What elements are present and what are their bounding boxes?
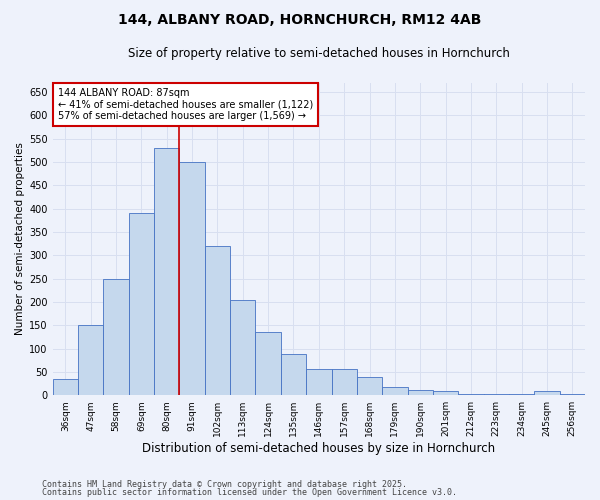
Bar bbox=[78, 325, 103, 395]
Bar bbox=[509, 394, 535, 395]
Bar bbox=[230, 300, 256, 395]
Bar bbox=[205, 246, 230, 395]
Text: Contains public sector information licensed under the Open Government Licence v3: Contains public sector information licen… bbox=[42, 488, 457, 497]
Bar bbox=[433, 392, 458, 395]
Bar bbox=[332, 368, 357, 395]
Bar bbox=[407, 390, 433, 395]
Bar bbox=[306, 368, 332, 395]
Bar bbox=[154, 148, 179, 395]
Bar bbox=[103, 278, 129, 395]
Bar bbox=[357, 378, 382, 395]
Bar bbox=[535, 392, 560, 395]
Title: Size of property relative to semi-detached houses in Hornchurch: Size of property relative to semi-detach… bbox=[128, 48, 510, 60]
Bar bbox=[484, 394, 509, 395]
Text: 144, ALBANY ROAD, HORNCHURCH, RM12 4AB: 144, ALBANY ROAD, HORNCHURCH, RM12 4AB bbox=[118, 12, 482, 26]
Bar bbox=[53, 379, 78, 395]
Bar bbox=[560, 394, 585, 395]
X-axis label: Distribution of semi-detached houses by size in Hornchurch: Distribution of semi-detached houses by … bbox=[142, 442, 496, 455]
Bar bbox=[129, 213, 154, 395]
Bar bbox=[179, 162, 205, 395]
Bar bbox=[458, 394, 484, 395]
Bar bbox=[281, 354, 306, 395]
Bar bbox=[256, 332, 281, 395]
Y-axis label: Number of semi-detached properties: Number of semi-detached properties bbox=[15, 142, 25, 336]
Text: 144 ALBANY ROAD: 87sqm
← 41% of semi-detached houses are smaller (1,122)
57% of : 144 ALBANY ROAD: 87sqm ← 41% of semi-det… bbox=[58, 88, 313, 122]
Bar bbox=[382, 387, 407, 395]
Text: Contains HM Land Registry data © Crown copyright and database right 2025.: Contains HM Land Registry data © Crown c… bbox=[42, 480, 407, 489]
